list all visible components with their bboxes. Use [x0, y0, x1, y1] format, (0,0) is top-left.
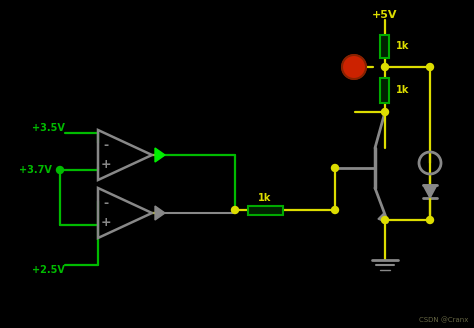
Bar	[381, 78, 390, 103]
Text: 1k: 1k	[396, 41, 410, 51]
Bar	[381, 35, 390, 58]
Text: +3.5V: +3.5V	[32, 123, 65, 133]
Circle shape	[427, 216, 434, 223]
Text: 1k: 1k	[258, 193, 272, 203]
Text: 1k: 1k	[396, 85, 410, 95]
Polygon shape	[155, 206, 165, 220]
Circle shape	[331, 165, 338, 172]
Text: +: +	[100, 216, 111, 230]
Circle shape	[382, 64, 389, 71]
Text: +: +	[100, 158, 111, 172]
Circle shape	[231, 207, 238, 214]
Text: +3.7V: +3.7V	[19, 165, 52, 175]
Circle shape	[427, 64, 434, 71]
Text: +2.5V: +2.5V	[32, 265, 65, 275]
Text: -: -	[103, 138, 109, 152]
Bar	[248, 206, 283, 215]
Circle shape	[56, 167, 64, 174]
Text: CSDN @Cranx: CSDN @Cranx	[419, 317, 468, 323]
Polygon shape	[378, 213, 388, 223]
Circle shape	[342, 55, 366, 79]
Text: +5V: +5V	[372, 10, 398, 20]
Circle shape	[331, 207, 338, 214]
Text: -: -	[103, 196, 109, 210]
Circle shape	[382, 216, 389, 223]
Polygon shape	[155, 148, 165, 162]
Circle shape	[382, 109, 389, 115]
Polygon shape	[423, 185, 437, 198]
